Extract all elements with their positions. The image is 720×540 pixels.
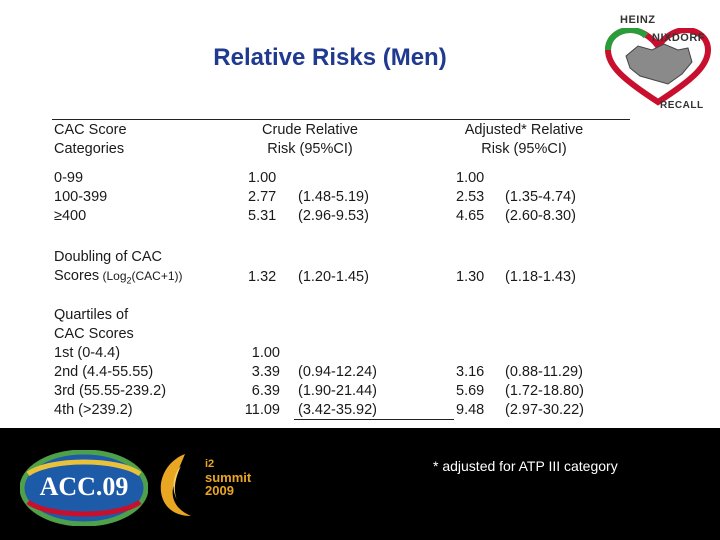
table-cell: 2.53 — [456, 189, 485, 205]
quartiles-adj-rr: 3.16 5.69 9.48 — [456, 344, 484, 420]
acc09-globe-icon — [19, 449, 149, 527]
header-cac-line2: Categories — [54, 141, 125, 157]
table-cell: CAC Scores — [54, 326, 134, 342]
table-cell-text: Scores — [54, 268, 100, 284]
quartiles-adj-ci: (0.88-11.29) (1.72-18.80) (2.97-30.22) — [505, 344, 584, 420]
category-crude-ci: (1.48-5.19) (2.96-9.53) — [298, 169, 369, 226]
logo-text-nixdorf: NIXDORF — [652, 32, 705, 44]
i2-swoosh-icon — [160, 454, 191, 516]
table-cell: 3rd (55.55-239.2) — [54, 383, 167, 399]
i2-logo-text-i2: i2 — [205, 458, 215, 470]
table-cell: 3.39 — [251, 364, 280, 380]
quartiles-crude-ci: (0.94-12.24) (1.90-21.44) (3.42-35.92) — [298, 344, 377, 420]
table-cell: (0.94-12.24) — [298, 364, 377, 380]
header-cac-categories: CAC Score Categories — [54, 121, 127, 159]
table-cell: 6.39 — [251, 383, 280, 399]
table-cell — [298, 344, 377, 363]
table-cell: 11.09 — [244, 402, 280, 418]
table-cell: 9.48 — [456, 402, 485, 418]
table-cell: 3.16 — [456, 364, 485, 380]
table-cell: Doubling of CAC — [54, 249, 162, 265]
acc09-logo-text: ACC.09 — [39, 472, 129, 501]
table-top-rule — [52, 119, 630, 120]
header-crude-line1: Crude Relative — [262, 122, 358, 138]
table-cell — [505, 344, 584, 363]
table-cell: Scores (Log2(CAC+1)) — [54, 267, 183, 290]
table-cell — [298, 169, 369, 188]
category-labels: 0-99 100-399 ≥400 — [54, 169, 107, 226]
table-cell: (1.35-4.74) — [505, 189, 576, 205]
i2-logo-text-year: 2009 — [205, 483, 234, 498]
table-cell: 5.69 — [456, 383, 485, 399]
doubling-adj-ci: (1.18-1.43) — [505, 269, 576, 285]
table-cell-text: (CAC+1)) — [131, 269, 183, 283]
table-cell: 0-99 — [54, 170, 84, 186]
table-cell: 1st (0-4.4) — [54, 345, 121, 361]
table-cell-text: (Log — [99, 269, 127, 283]
table-cell: Quartiles of — [54, 307, 129, 323]
table-cell: (2.60-8.30) — [505, 208, 576, 224]
heart-map-icon — [604, 28, 712, 106]
header-adjusted-line1: Adjusted* Relative — [464, 122, 584, 138]
quartiles-crude-rr: 1.00 3.39 6.39 11.09 — [236, 344, 280, 420]
table-cell: 100-399 — [54, 189, 108, 205]
header-cac-line1: CAC Score — [54, 122, 127, 138]
logo-text-recall: RECALL — [660, 100, 704, 111]
table-cell: 5.31 — [248, 208, 277, 224]
header-crude-rr: Crude Relative Risk (95%CI) — [240, 121, 380, 159]
header-crude-line2: Risk (95%CI) — [267, 141, 353, 157]
quartiles-label: Quartiles of CAC Scores 1st (0-4.4) 2nd … — [54, 306, 166, 420]
table-cell: (1.48-5.19) — [298, 189, 369, 205]
table-cell: 2.77 — [248, 189, 277, 205]
table-cell — [456, 344, 484, 363]
table-cell: 4th (>239.2) — [54, 402, 133, 418]
category-adj-ci: (1.35-4.74) (2.60-8.30) — [505, 169, 576, 226]
table-cell: ≥400 — [54, 208, 87, 224]
category-adj-rr: 1.00 2.53 4.65 — [456, 169, 484, 226]
slide-title: Relative Risks (Men) — [213, 44, 447, 71]
footnote-adjusted: * adjusted for ATP III category — [433, 458, 618, 474]
table-cell-subscript: 2 — [126, 275, 132, 286]
table-cell: 1.00 — [251, 345, 280, 361]
doubling-crude-rr: 1.32 — [248, 269, 277, 285]
table-cell: 1.00 — [248, 170, 277, 186]
doubling-crude-ci: (1.20-1.45) — [298, 269, 369, 285]
table-cell: (3.42-35.92) — [298, 402, 377, 418]
logo-text-heinz: HEINZ — [620, 14, 656, 26]
table-bottom-rule — [294, 419, 454, 420]
i2-logo-text-summit: summit — [205, 470, 252, 485]
i2-summit-logo: i2 summit 2009 — [155, 450, 251, 525]
table-cell — [505, 169, 576, 188]
table-cell: (0.88-11.29) — [505, 364, 583, 380]
table-cell: 1.00 — [456, 170, 485, 186]
table-cell: (2.97-30.22) — [505, 402, 584, 418]
table-cell: (1.90-21.44) — [298, 383, 377, 399]
header-adjusted-rr: Adjusted* Relative Risk (95%CI) — [444, 121, 604, 159]
doubling-label: Doubling of CAC Scores (Log2(CAC+1)) — [54, 248, 183, 290]
category-crude-rr: 1.00 2.77 5.31 — [248, 169, 276, 226]
table-cell: (1.72-18.80) — [505, 383, 584, 399]
doubling-adj-rr: 1.30 — [456, 269, 485, 285]
table-cell: 4.65 — [456, 208, 485, 224]
header-adjusted-line2: Risk (95%CI) — [481, 141, 567, 157]
table-cell: (2.96-9.53) — [298, 208, 369, 224]
acc09-logo: ACC.09 — [19, 449, 149, 531]
table-cell: 2nd (4.4-55.55) — [54, 364, 154, 380]
heinz-nixdorf-recall-logo: HEINZ NIXDORF RECALL — [604, 12, 712, 112]
